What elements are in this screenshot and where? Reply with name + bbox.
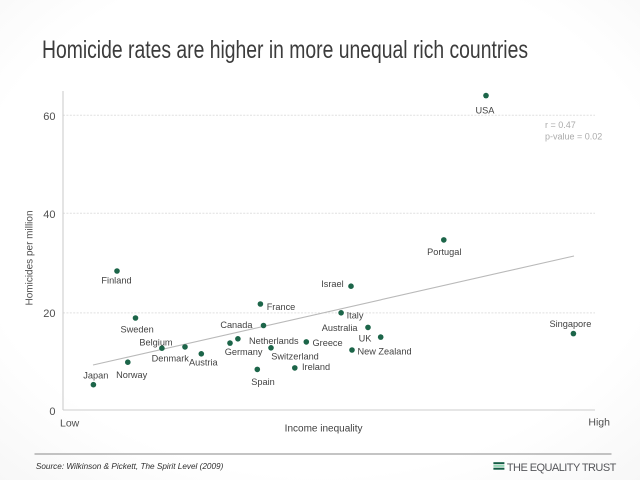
svg-text:40: 40	[43, 209, 55, 221]
svg-text:r = 0.47: r = 0.47	[545, 120, 576, 130]
svg-text:Ireland: Ireland	[302, 362, 330, 372]
svg-text:Canada: Canada	[220, 320, 253, 330]
svg-text:France: France	[267, 302, 296, 312]
svg-text:Income inequality: Income inequality	[285, 423, 363, 434]
svg-text:Low: Low	[60, 417, 80, 429]
svg-text:Singapore: Singapore	[549, 319, 591, 329]
svg-text:Australia: Australia	[322, 323, 359, 333]
svg-text:Sweden: Sweden	[121, 324, 154, 334]
svg-text:Finland: Finland	[101, 275, 131, 285]
svg-text:Belgium: Belgium	[139, 338, 173, 348]
svg-text:Homicides per million: Homicides per million	[25, 210, 36, 305]
svg-text:Norway: Norway	[116, 370, 148, 380]
svg-text:Switzerland: Switzerland	[271, 352, 319, 362]
svg-text:Israel: Israel	[321, 279, 343, 289]
svg-text:USA: USA	[476, 105, 496, 115]
svg-text:High: High	[588, 416, 610, 428]
svg-text:Source: Wilkinson & Pickett, T: Source: Wilkinson & Pickett, The Spirit …	[36, 462, 224, 471]
svg-text:New Zealand: New Zealand	[358, 347, 412, 357]
svg-text:Portugal: Portugal	[427, 247, 461, 257]
svg-text:Italy: Italy	[347, 311, 364, 321]
svg-text:THE EQUALITY TRUST: THE EQUALITY TRUST	[507, 462, 617, 474]
svg-text:p-value = 0.02: p-value = 0.02	[545, 132, 602, 142]
svg-text:Greece: Greece	[313, 338, 343, 348]
svg-text:Homicide rates are higher in m: Homicide rates are higher in more unequa…	[42, 36, 528, 64]
svg-text:Spain: Spain	[251, 377, 275, 387]
svg-text:Japan: Japan	[83, 370, 108, 380]
svg-text:0: 0	[49, 406, 55, 418]
svg-text:60: 60	[43, 111, 55, 123]
svg-text:Denmark: Denmark	[152, 353, 190, 363]
svg-text:Germany: Germany	[225, 347, 263, 357]
svg-text:20: 20	[43, 308, 55, 320]
svg-text:UK: UK	[359, 334, 373, 344]
svg-text:Austria: Austria	[189, 357, 218, 367]
svg-text:Netherlands: Netherlands	[249, 336, 299, 346]
